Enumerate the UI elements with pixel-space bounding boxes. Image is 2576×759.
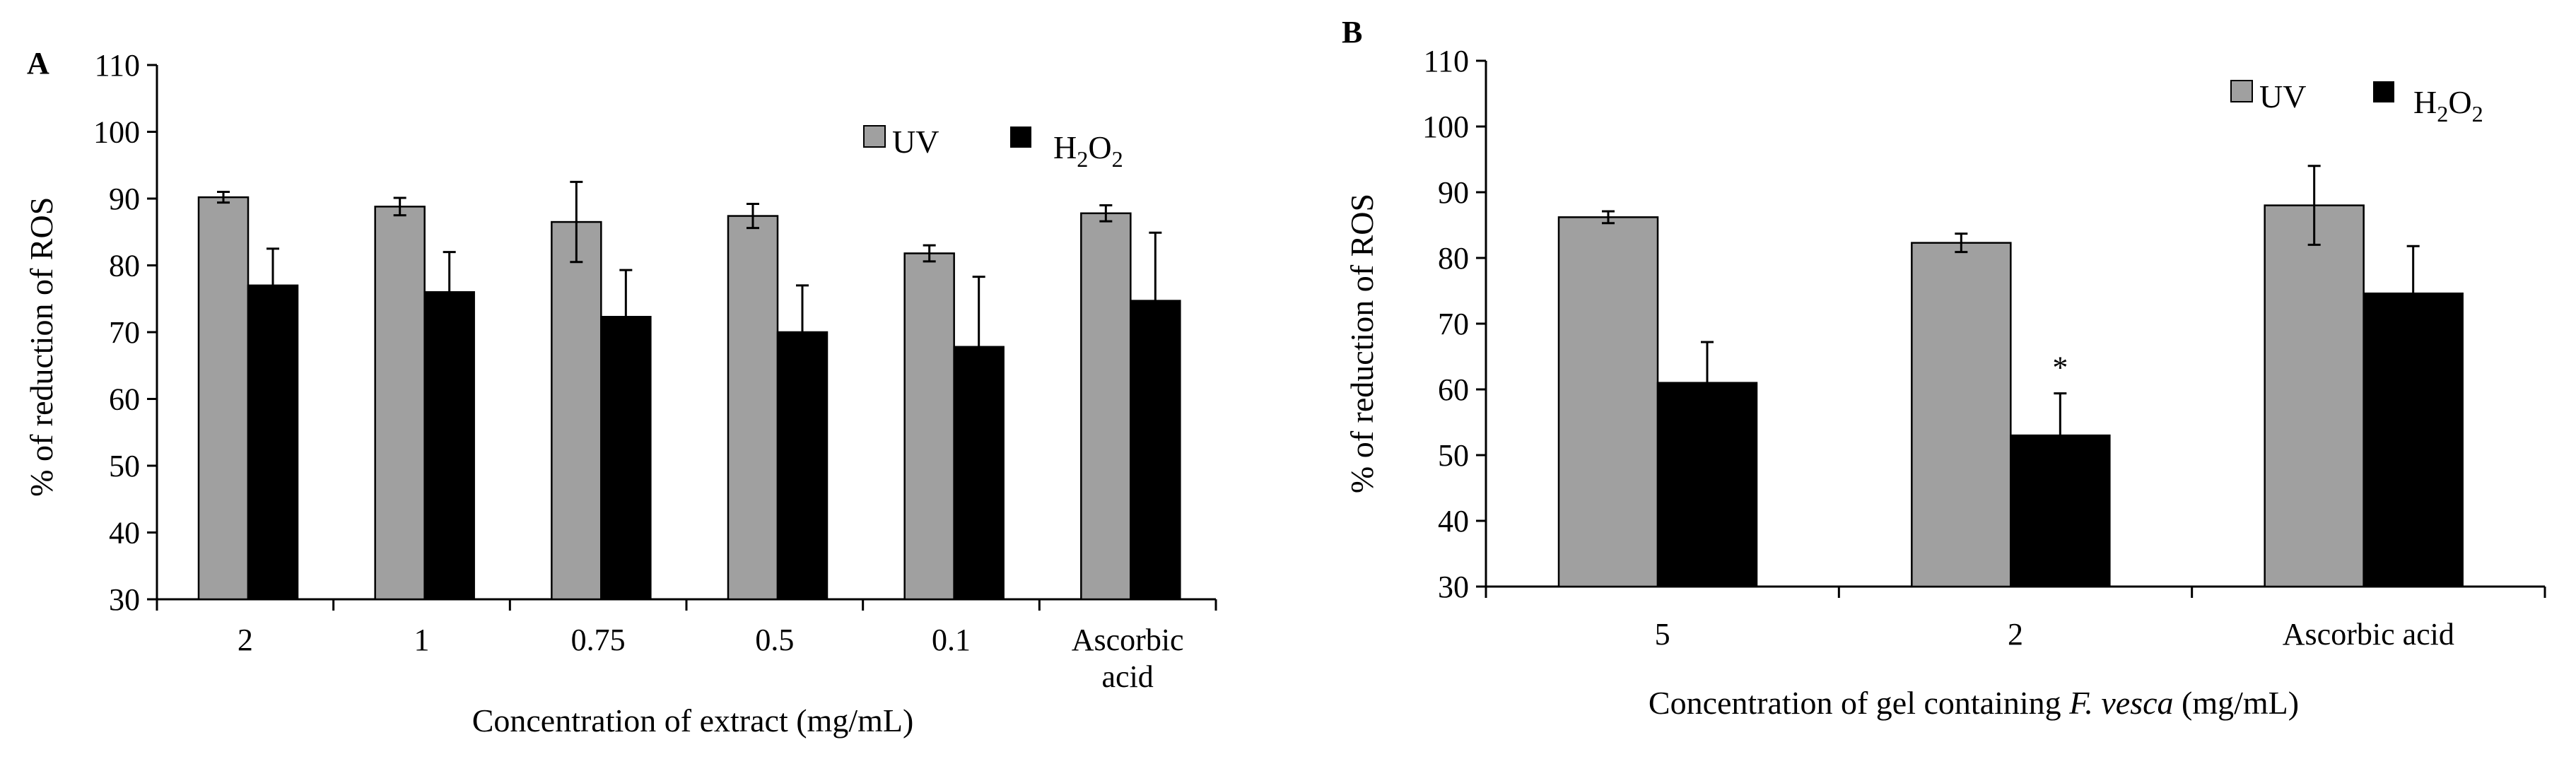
panel-b-x-axis-title-pre: Concentration of gel containing	[1649, 685, 2069, 721]
panel-a-x-tick-label-0: 2	[238, 623, 253, 657]
panel-b-legend-label-h2o2-part-0: H	[2413, 84, 2437, 120]
panel-b-legend-label-h2o2-part-1: 2	[2437, 101, 2448, 126]
panel-a-x-tick-label-0-line-0: 2	[238, 623, 253, 657]
panel-b-y-tick-label-90: 90	[1438, 175, 1469, 210]
panel-letter-b: B	[1342, 15, 1362, 49]
panel-b-bar-h2o2-2	[2363, 292, 2464, 588]
panel-a-x-tick-label-4: 0.1	[932, 623, 971, 657]
panel-a-legend-label-h2o2-part-0: H	[1053, 129, 1077, 165]
panel-letter-a: A	[27, 46, 49, 81]
panel-b-y-tick-label-60: 60	[1438, 372, 1469, 407]
panel-a-y-tick-label-40: 40	[109, 516, 140, 551]
panel-b-x-tick-label-0-line-0: 5	[1655, 617, 1670, 652]
panel-a-x-tick-label-2-line-0: 0.75	[571, 623, 626, 657]
panel-b-legend-label-h2o2-part-2: O	[2448, 84, 2471, 120]
panel-a-bar-uv-0	[197, 196, 250, 601]
panel-a-x-tick-label-5-line-0: Ascorbic	[1072, 623, 1184, 657]
panel-a-x-tick-label-4-line-0: 0.1	[932, 623, 971, 657]
panel-a-bar-h2o2-1	[423, 291, 475, 601]
panel-b-legend-swatch-h2o2	[2373, 81, 2394, 102]
panel-a-x-axis-title: Concentration of extract (mg/mL)	[472, 702, 914, 739]
panel-a-x-tick-label-2: 0.75	[571, 623, 626, 657]
panel-a-y-tick-label-100: 100	[93, 115, 140, 150]
panel-a-bar-uv-5	[1080, 212, 1132, 601]
panel-a-x-tick-label-1: 1	[414, 623, 430, 657]
panel-b-x-tick-label-2: Ascorbic acid	[2283, 617, 2454, 652]
panel-a-legend-swatch-uv	[863, 125, 886, 148]
panel-a-legend-label-h2o2-part-2: O	[1088, 129, 1111, 165]
panel-a-bar-h2o2-4	[953, 346, 1005, 601]
panel-a-y-tick-label-80: 80	[109, 249, 140, 283]
panel-a-bar-uv-2	[551, 220, 602, 601]
panel-a-x-tick-label-3: 0.5	[755, 623, 794, 657]
panel-a-bar-uv-4	[903, 252, 955, 601]
panel-b-y-tick-label-80: 80	[1438, 241, 1469, 276]
panel-a-bar-uv-3	[727, 215, 779, 601]
panel-b-y-tick-label-50: 50	[1438, 438, 1469, 473]
panel-b-significance-marker-0: *	[2052, 351, 2068, 385]
panel-a-x-tick-label-5: Ascorbic acid	[1072, 623, 1184, 694]
panel-b-legend-swatch-uv	[2230, 80, 2253, 102]
panel-b-y-tick-label-100: 100	[1422, 110, 1469, 144]
panel-b-x-tick-label-2-line-0: Ascorbic acid	[2283, 617, 2454, 652]
panel-b-x-tick-label-1: 2	[2008, 617, 2023, 652]
panel-b-x-tick-label-0: 5	[1655, 617, 1670, 652]
panel-a-y-tick-label-90: 90	[109, 182, 140, 216]
panel-b-bar-uv-0	[1557, 216, 1659, 588]
panel-b-y-tick-label-110: 110	[1424, 44, 1469, 78]
panel-a-legend-label-uv: UV	[892, 124, 939, 160]
panel-b-bar-uv-1	[1911, 242, 2012, 588]
panel-a-y-tick-label-60: 60	[109, 382, 140, 417]
panel-b-legend-label-h2o2: H2O2	[2413, 84, 2483, 126]
panel-b-legend-label-h2o2-part-3: 2	[2472, 101, 2483, 126]
panel-a-y-tick-label-30: 30	[109, 582, 140, 617]
panel-a-legend-label-h2o2-part-3: 2	[1112, 146, 1123, 172]
panel-b-bar-uv-2	[2264, 204, 2365, 588]
panel-a-y-tick-label-110: 110	[95, 48, 140, 83]
panel-a-legend-label-h2o2: H2O2	[1053, 129, 1123, 172]
panel-b-x-axis-title: Concentration of gel containing F. vesca…	[1649, 685, 2299, 721]
panel-a-legend-swatch-h2o2	[1010, 126, 1031, 148]
panel-a-x-tick-label-3-line-0: 0.5	[755, 623, 794, 657]
panel-b-y-axis-title: % of reduction of ROS	[1344, 194, 1380, 493]
panel-a-y-tick-label-50: 50	[109, 449, 140, 483]
panel-b-x-tick-label-1-line-0: 2	[2008, 617, 2023, 652]
panel-b-y-tick-label-40: 40	[1438, 504, 1469, 539]
panel-a-bar-h2o2-0	[247, 284, 299, 601]
panel-a-bar-uv-1	[374, 206, 426, 601]
panel-a-chart: 30 40 50 60 70 80 90 100 110 2 1 0.75 0.5 0.1 Ascorbic…	[93, 48, 1217, 694]
panel-a-x-tick-label-5-line-1: acid	[1102, 659, 1154, 694]
panel-b-y-tick-label-30: 30	[1438, 570, 1469, 604]
panel-a-x-tick-label-1-line-0: 1	[414, 623, 430, 657]
panel-b-x-axis-title-post: (mg/mL)	[2174, 685, 2300, 721]
panel-b-x-axis-title-italic: F. vesca	[2068, 685, 2173, 721]
panel-b-legend-label-uv: UV	[2259, 78, 2306, 114]
panel-a-y-axis-title: % of reduction of ROS	[23, 197, 59, 497]
panel-b-y-tick-label-70: 70	[1438, 307, 1469, 341]
panel-a-legend-label-h2o2-part-1: 2	[1077, 146, 1088, 172]
panel-a-y-tick-label-70: 70	[109, 315, 140, 350]
